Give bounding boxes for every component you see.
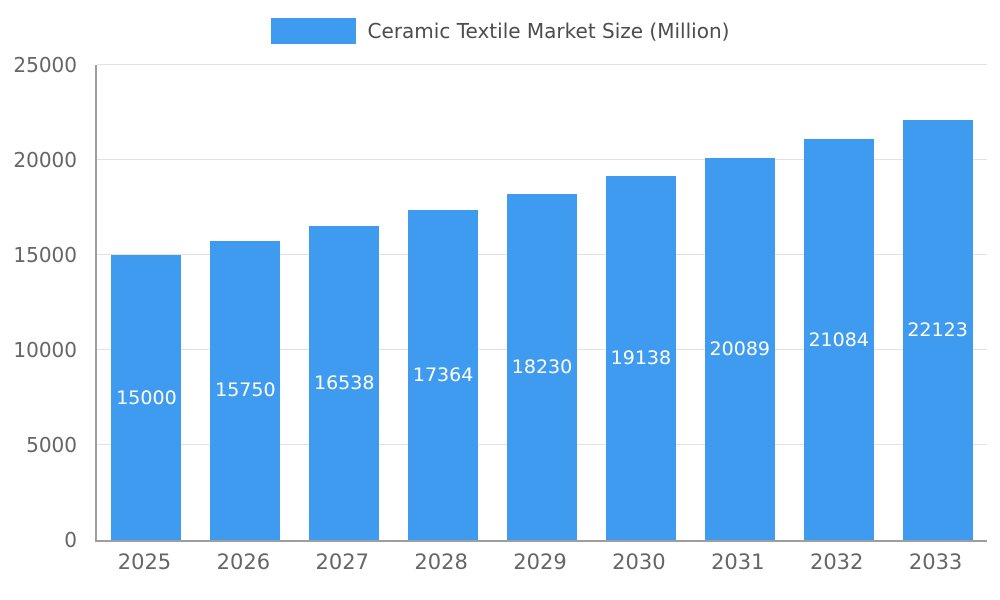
bar-2026: 15750 [210, 240, 281, 540]
bar-2033: 22123 [902, 119, 973, 540]
y-tick-label: 20000 [13, 148, 77, 172]
y-axis-labels: 0 5000 10000 15000 20000 25000 [0, 53, 85, 552]
bar-slot: 19138 [591, 65, 690, 540]
y-tick-label: 10000 [13, 338, 77, 362]
gridline [97, 159, 987, 160]
x-tick-label: 2026 [216, 550, 271, 574]
x-axis-labels: 2025 2026 2027 2028 2029 2030 2031 2032 2033 [95, 550, 985, 574]
x-tick-label: 2033 [908, 550, 963, 574]
bar-2028: 17364 [408, 210, 479, 540]
bar-2030: 19138 [605, 176, 676, 540]
bar-2025: 15000 [111, 255, 182, 540]
bar-2027: 16538 [309, 225, 380, 540]
x-tick-label: 2031 [711, 550, 765, 574]
x-tick-label: 2030 [612, 550, 666, 574]
bar-slot: 15000 [97, 65, 196, 540]
bar-series: 15000 15750 16538 17364 18230 19138 20089 21084… [97, 65, 987, 540]
bar-2029: 18230 [507, 193, 577, 540]
x-tick-label: 2028 [414, 550, 468, 574]
legend-label: Ceramic Textile Market Size (Million) [367, 19, 730, 43]
bar-slot: 15750 [196, 65, 295, 540]
bar-slot: 22123 [888, 65, 987, 540]
bar-slot: 20089 [690, 65, 789, 540]
x-tick-label: 2032 [809, 550, 864, 574]
bar-2032: 21084 [803, 139, 874, 540]
y-tick-label: 25000 [13, 53, 77, 77]
bar-value-label: 20089 [709, 338, 771, 361]
bar-value-label: 22123 [907, 318, 968, 341]
x-tick-label: 2027 [315, 550, 369, 574]
bar-value-label: 15750 [215, 379, 276, 402]
y-tick-label: 15000 [13, 243, 77, 267]
x-tick-label: 2029 [513, 550, 567, 574]
plot-area: 15000 15750 16538 17364 18230 19138 20089 21084… [95, 64, 987, 542]
bar-slot: 17364 [394, 65, 493, 540]
y-tick-label: 5000 [26, 433, 77, 457]
gridline [97, 64, 987, 65]
bar-slot: 21084 [789, 65, 888, 540]
y-tick-label: 0 [64, 528, 77, 552]
x-tick-label: 2025 [117, 550, 172, 574]
bar-value-label: 15000 [116, 386, 177, 409]
legend: Ceramic Textile Market Size (Million) [0, 18, 1000, 44]
bar-slot: 16538 [295, 65, 394, 540]
legend-swatch-icon [270, 18, 356, 44]
bar-2031: 20089 [704, 158, 775, 540]
bar-slot: 18230 [493, 65, 592, 540]
bar-value-label: 17364 [412, 364, 474, 387]
bar-value-label: 16538 [313, 371, 375, 394]
bar-value-label: 21084 [808, 328, 869, 351]
bar-value-label: 19138 [610, 347, 672, 370]
bar-value-label: 18230 [511, 355, 573, 378]
